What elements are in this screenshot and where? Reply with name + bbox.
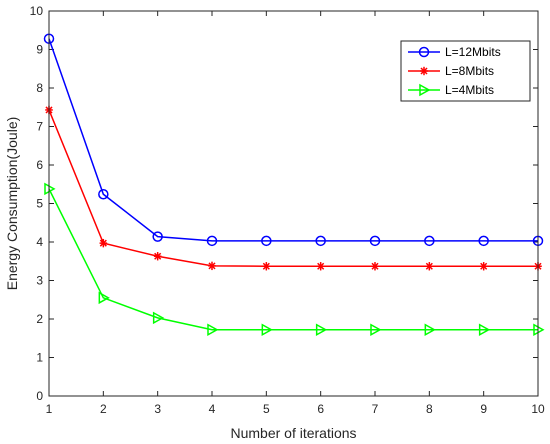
y-tick-label: 8	[36, 81, 43, 95]
series-line-2	[48, 109, 538, 268]
y-tick-label: 2	[36, 312, 43, 326]
data-point-marker	[371, 262, 379, 271]
legend-label: L=4Mbits	[445, 83, 494, 97]
x-axis-label: Number of iterations	[230, 425, 356, 441]
data-point-marker	[206, 235, 218, 247]
data-point-marker	[478, 235, 489, 247]
data-point-marker	[99, 238, 108, 248]
data-point-marker	[478, 323, 491, 337]
legend-swatch-marker	[419, 83, 431, 97]
data-point-marker	[153, 252, 162, 261]
series-layer	[43, 33, 545, 337]
data-point-marker	[424, 323, 436, 337]
legend-swatch-marker	[420, 66, 428, 76]
y-tick-label: 1	[36, 351, 43, 365]
x-tick-label: 10	[531, 402, 545, 416]
x-tick-label: 5	[263, 402, 270, 416]
data-point-marker	[315, 323, 328, 337]
x-tick-label: 7	[372, 402, 379, 416]
x-tick-label: 9	[480, 402, 487, 416]
x-tick-label: 4	[209, 402, 216, 416]
data-point-marker	[370, 323, 382, 337]
y-axis-label: Energy Consumption(Joule)	[4, 117, 20, 291]
data-point-marker	[316, 262, 325, 271]
y-tick-label: 5	[36, 197, 43, 211]
data-point-marker	[207, 323, 219, 337]
y-tick-label: 10	[30, 4, 44, 18]
data-point-marker	[315, 235, 326, 247]
x-tick-label: 6	[317, 402, 324, 416]
x-tick-label: 8	[426, 402, 433, 416]
data-point-marker	[98, 189, 109, 200]
y-tick-label: 7	[36, 120, 43, 134]
data-point-marker	[261, 323, 273, 337]
data-point-marker	[208, 261, 216, 271]
legend: L=12Mbits L=8Mbits L=4Mbits	[400, 40, 531, 102]
x-axis-ticks: 1 2 3 4 5 6 7 8 9 10	[46, 11, 545, 416]
x-tick-label: 3	[154, 402, 161, 416]
data-point-marker	[424, 235, 435, 247]
y-tick-label: 6	[36, 158, 43, 172]
legend-label: L=8Mbits	[445, 64, 494, 78]
series-line-1	[48, 38, 538, 242]
data-point-marker	[479, 262, 488, 271]
x-tick-label: 1	[46, 402, 53, 416]
y-axis-ticks: 0 1 2 3 4 5 6 7 8 9 10	[30, 4, 538, 403]
data-point-marker	[262, 262, 271, 271]
y-tick-label: 0	[36, 389, 43, 403]
data-point-marker	[98, 291, 110, 305]
data-point-marker	[369, 235, 381, 247]
plot-frame	[48, 10, 539, 397]
y-tick-label: 9	[36, 43, 43, 57]
y-tick-label: 3	[36, 274, 43, 288]
x-tick-label: 2	[100, 402, 107, 416]
data-point-marker	[152, 231, 163, 242]
data-point-marker	[152, 311, 165, 325]
data-point-marker	[425, 262, 434, 271]
legend-label: L=12Mbits	[445, 45, 501, 59]
legend-swatch-marker	[418, 46, 430, 58]
data-point-marker	[261, 235, 272, 247]
y-tick-label: 4	[36, 235, 43, 249]
series-line-3	[48, 188, 538, 331]
